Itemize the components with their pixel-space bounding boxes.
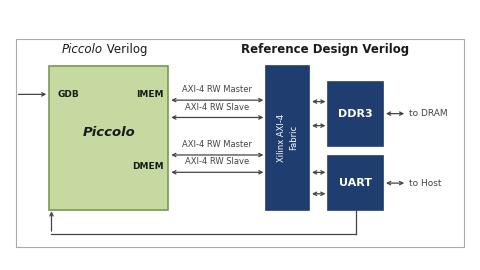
Text: Xilinx AXI-4
Fabric: Xilinx AXI-4 Fabric (277, 114, 299, 162)
Bar (328, 156, 383, 210)
Bar (49, 66, 168, 210)
Bar (16, 39, 464, 247)
Text: AXI-4 RW Master: AXI-4 RW Master (182, 140, 252, 149)
Bar (328, 82, 383, 146)
Text: UART: UART (339, 178, 372, 188)
Text: Piccolo: Piccolo (83, 126, 135, 139)
Text: GDB: GDB (58, 90, 80, 99)
Text: Piccolo: Piccolo (61, 43, 103, 56)
Text: AXI-4 RW Master: AXI-4 RW Master (182, 85, 252, 94)
Text: IMEM: IMEM (136, 90, 164, 99)
Text: to DRAM: to DRAM (409, 109, 448, 118)
Text: Verilog: Verilog (103, 43, 147, 56)
Text: DMEM: DMEM (132, 162, 164, 171)
Text: AXI-4 RW Slave: AXI-4 RW Slave (185, 103, 250, 112)
Bar (266, 66, 309, 210)
Text: AXI-4 RW Slave: AXI-4 RW Slave (185, 157, 250, 166)
Text: to Host: to Host (409, 178, 442, 188)
Text: DDR3: DDR3 (338, 109, 373, 119)
Text: Reference Design Verilog: Reference Design Verilog (240, 43, 409, 56)
